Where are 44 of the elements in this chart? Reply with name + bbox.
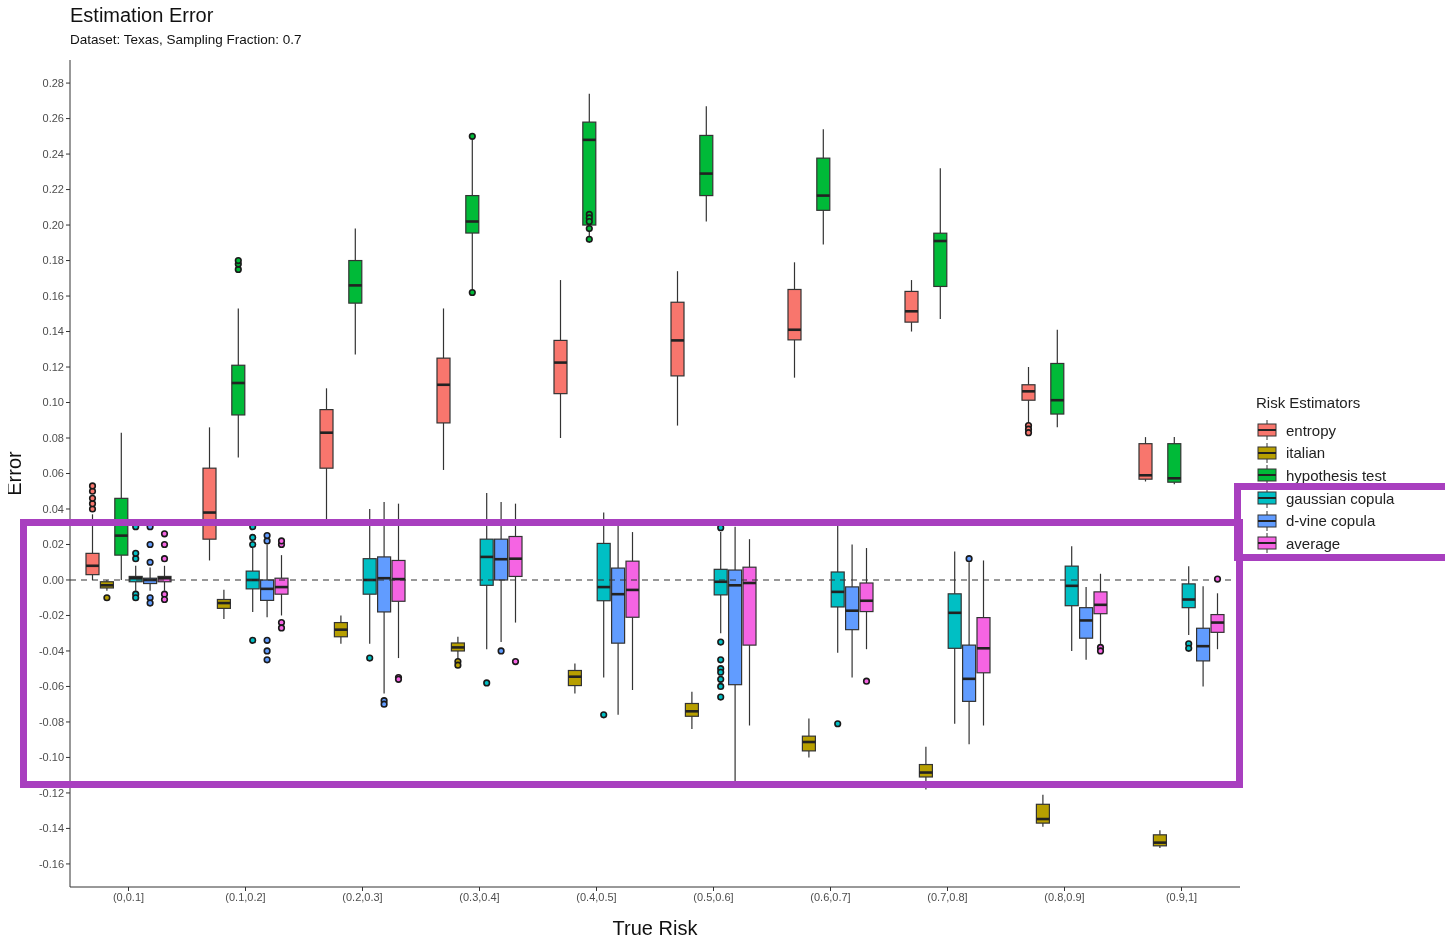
y-tick-label: -0.02 bbox=[38, 609, 64, 622]
legend-label: average bbox=[1286, 534, 1341, 552]
x-tick-label: (0,0.1] bbox=[112, 890, 145, 903]
y-tick-label: 0.28 bbox=[42, 76, 64, 89]
chart-subtitle: Dataset: Texas, Sampling Fraction: 0.7 bbox=[70, 32, 302, 47]
y-tick-label: 0.24 bbox=[42, 147, 64, 160]
legend-label: italian bbox=[1286, 444, 1326, 462]
y-tick-label: 0.18 bbox=[42, 254, 64, 267]
x-tick-label: (0.4,0.5] bbox=[576, 890, 617, 903]
y-tick-label: 0.00 bbox=[42, 573, 64, 586]
y-tick-label: -0.14 bbox=[38, 822, 64, 835]
y-tick-label: -0.12 bbox=[38, 786, 64, 799]
legend-label: d-vine copula bbox=[1286, 512, 1376, 530]
x-tick-label: (0.9,1] bbox=[1165, 890, 1198, 903]
y-tick-label: 0.16 bbox=[42, 289, 64, 302]
x-tick-label: (0.8,0.9] bbox=[1044, 890, 1085, 903]
y-tick-label: 0.10 bbox=[42, 396, 64, 409]
legend-title: Risk Estimators bbox=[1256, 394, 1362, 411]
y-tick-label: 0.12 bbox=[42, 360, 64, 373]
legend-label: entropy bbox=[1286, 421, 1337, 439]
y-axis-title: Error bbox=[3, 450, 26, 496]
y-tick-label: 0.04 bbox=[42, 502, 64, 515]
y-tick-label: 0.26 bbox=[42, 112, 64, 125]
y-tick-label: 0.14 bbox=[42, 325, 64, 338]
y-tick-label: 0.20 bbox=[42, 218, 64, 231]
x-tick-label: (0.6,0.7] bbox=[810, 890, 851, 903]
y-tick-label: 0.02 bbox=[42, 538, 64, 551]
x-tick-label: (0.5,0.6] bbox=[693, 890, 734, 903]
y-tick-label: 0.06 bbox=[42, 467, 64, 480]
chart-title: Estimation Error bbox=[70, 4, 214, 27]
x-tick-label: (0.7,0.8] bbox=[927, 890, 968, 903]
y-tick-label: -0.08 bbox=[38, 715, 64, 728]
legend-label: gaussian copula bbox=[1286, 489, 1395, 507]
x-axis-title: True Risk bbox=[612, 917, 699, 937]
x-tick-label: (0.1,0.2] bbox=[225, 890, 266, 903]
y-tick-label: -0.16 bbox=[38, 857, 64, 870]
y-tick-label: 0.22 bbox=[42, 183, 64, 196]
x-tick-label: (0.3,0.4] bbox=[459, 890, 500, 903]
x-tick-label: (0.2,0.3] bbox=[342, 890, 383, 903]
legend-label: hypothesis test bbox=[1286, 466, 1387, 484]
y-tick-label: -0.04 bbox=[38, 644, 64, 657]
y-tick-label: 0.08 bbox=[42, 431, 64, 444]
y-tick-label: -0.10 bbox=[38, 751, 64, 764]
y-tick-label: -0.06 bbox=[38, 680, 64, 693]
